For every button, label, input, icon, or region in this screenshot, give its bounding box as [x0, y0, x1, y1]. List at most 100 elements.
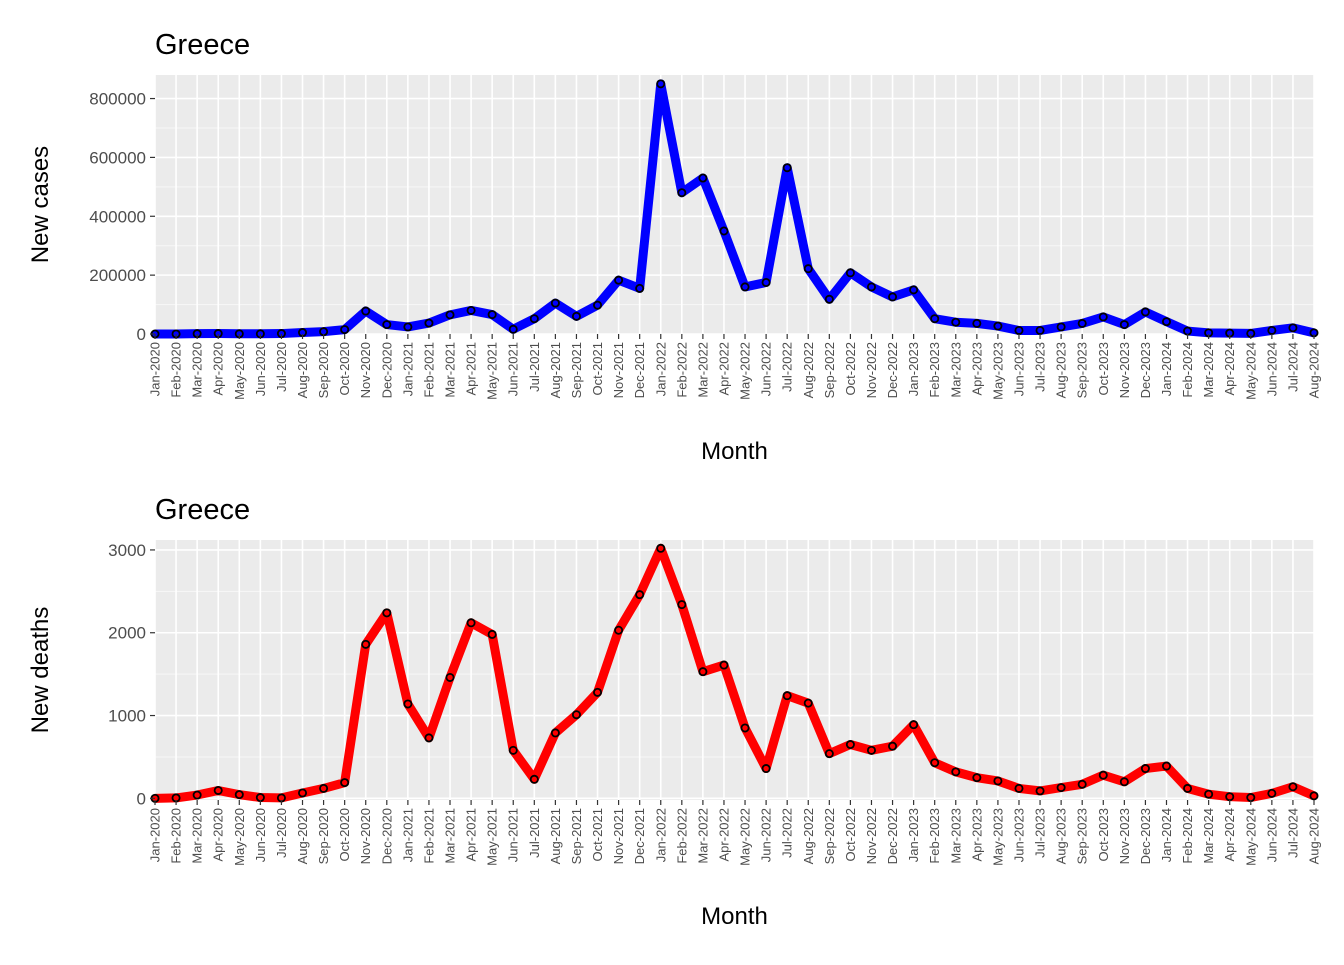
data-point [1098, 770, 1108, 780]
y-tick-label: 800000 [89, 90, 146, 109]
x-tick-label: Nov-2023 [1117, 808, 1132, 864]
x-tick-label: Sep-2022 [822, 342, 837, 398]
x-tick-label: Jun-2024 [1264, 342, 1279, 396]
data-point [403, 699, 413, 709]
data-point [1204, 789, 1214, 799]
data-point [1288, 782, 1298, 792]
x-tick-label: May-2022 [738, 808, 753, 866]
chart-panel-2: 0 1000 2000 3000 Jan-2020 Feb-2020 Mar-2020 Apr… [27, 494, 1322, 930]
data-point [1014, 325, 1024, 335]
data-point [1225, 792, 1235, 802]
y-axis-label: New cases [27, 146, 54, 263]
data-point [909, 285, 919, 295]
x-tick-label: Jan-2024 [1159, 342, 1174, 396]
x-tick-label: Jul-2023 [1033, 342, 1048, 392]
data-point [571, 710, 581, 720]
data-point [740, 282, 750, 292]
data-point [866, 745, 876, 755]
x-tick-label: Jan-2024 [1159, 808, 1174, 862]
data-point [677, 188, 687, 198]
x-tick-label: Feb-2021 [421, 342, 436, 398]
x-tick-label: Feb-2023 [927, 808, 942, 864]
data-point [740, 723, 750, 733]
x-tick-label: Aug-2021 [548, 342, 563, 398]
x-tick-label: Dec-2023 [1138, 808, 1153, 864]
data-point [1161, 317, 1171, 327]
data-point [993, 321, 1003, 331]
x-tick-label: Dec-2021 [632, 342, 647, 398]
x-axis-label: Month [701, 438, 768, 465]
x-tick-label: Oct-2020 [337, 808, 352, 861]
data-point [298, 788, 308, 798]
data-point [1288, 323, 1298, 333]
x-tick-label: Nov-2023 [1117, 342, 1132, 398]
y-tick-label: 3000 [108, 541, 146, 560]
data-point [487, 629, 497, 639]
data-point [888, 292, 898, 302]
data-point [909, 720, 919, 730]
data-point [340, 778, 350, 788]
data-point [424, 733, 434, 743]
chart-panel-1: 0 200000 400000 600000 800000 Jan-2020 Feb-202… [27, 29, 1322, 465]
x-tick-label: Jan-2021 [400, 342, 415, 396]
data-point [361, 639, 371, 649]
data-point [1035, 786, 1045, 796]
data-point [719, 226, 729, 236]
x-tick-label: Oct-2023 [1096, 342, 1111, 395]
x-tick-label: Feb-2020 [169, 808, 184, 864]
x-tick-label: Oct-2022 [843, 342, 858, 395]
x-tick-label: Nov-2020 [358, 342, 373, 398]
x-tick-label: Jul-2022 [780, 342, 795, 392]
y-tick-label: 2000 [108, 624, 146, 643]
x-tick-label: Jun-2023 [1011, 808, 1026, 862]
x-tick-label: Jan-2020 [148, 808, 163, 862]
y-tick-label: 1000 [108, 707, 146, 726]
data-point [213, 785, 223, 795]
data-point [403, 322, 413, 332]
x-tick-label: Mar-2022 [695, 342, 710, 398]
data-point [593, 300, 603, 310]
data-point [466, 618, 476, 628]
x-tick-label: Nov-2022 [864, 342, 879, 398]
data-point [508, 324, 518, 334]
data-point [487, 310, 497, 320]
data-point [1077, 318, 1087, 328]
x-tick-label: Jul-2023 [1033, 808, 1048, 858]
x-tick-label: Oct-2022 [843, 808, 858, 861]
x-tick-label: Feb-2024 [1180, 808, 1195, 864]
data-point [824, 294, 834, 304]
data-point [761, 277, 771, 287]
x-tick-label: Jul-2024 [1285, 342, 1300, 392]
x-tick-label: Jun-2022 [759, 342, 774, 396]
data-point [614, 625, 624, 635]
x-tick-label: Jul-2021 [527, 342, 542, 392]
x-tick-label: Jan-2020 [148, 342, 163, 396]
x-tick-label: Oct-2023 [1096, 808, 1111, 861]
x-tick-label: May-2021 [485, 808, 500, 866]
data-point [192, 790, 202, 800]
x-tick-label: Dec-2020 [379, 808, 394, 864]
x-tick-label: Oct-2020 [337, 342, 352, 395]
x-tick-label: Aug-2024 [1307, 342, 1322, 398]
data-point [635, 283, 645, 293]
x-tick-label: Mar-2023 [948, 342, 963, 398]
x-tick-label: Sep-2022 [822, 808, 837, 864]
data-point [1161, 761, 1171, 771]
data-point [1183, 326, 1193, 336]
data-point [529, 314, 539, 324]
x-tick-label: Mar-2020 [190, 342, 205, 398]
x-tick-label: Oct-2021 [590, 808, 605, 861]
data-point [614, 275, 624, 285]
x-tick-label: Dec-2022 [885, 808, 900, 864]
data-point [445, 672, 455, 682]
data-point [466, 305, 476, 315]
x-tick-label: Dec-2023 [1138, 342, 1153, 398]
x-tick-label: Mar-2022 [695, 808, 710, 864]
data-point [550, 728, 560, 738]
data-point [930, 758, 940, 768]
data-point [319, 783, 329, 793]
x-tick-label: Jan-2021 [400, 808, 415, 862]
x-tick-label: Apr-2021 [464, 342, 479, 395]
x-tick-label: Aug-2023 [1054, 342, 1069, 398]
data-point [424, 318, 434, 328]
